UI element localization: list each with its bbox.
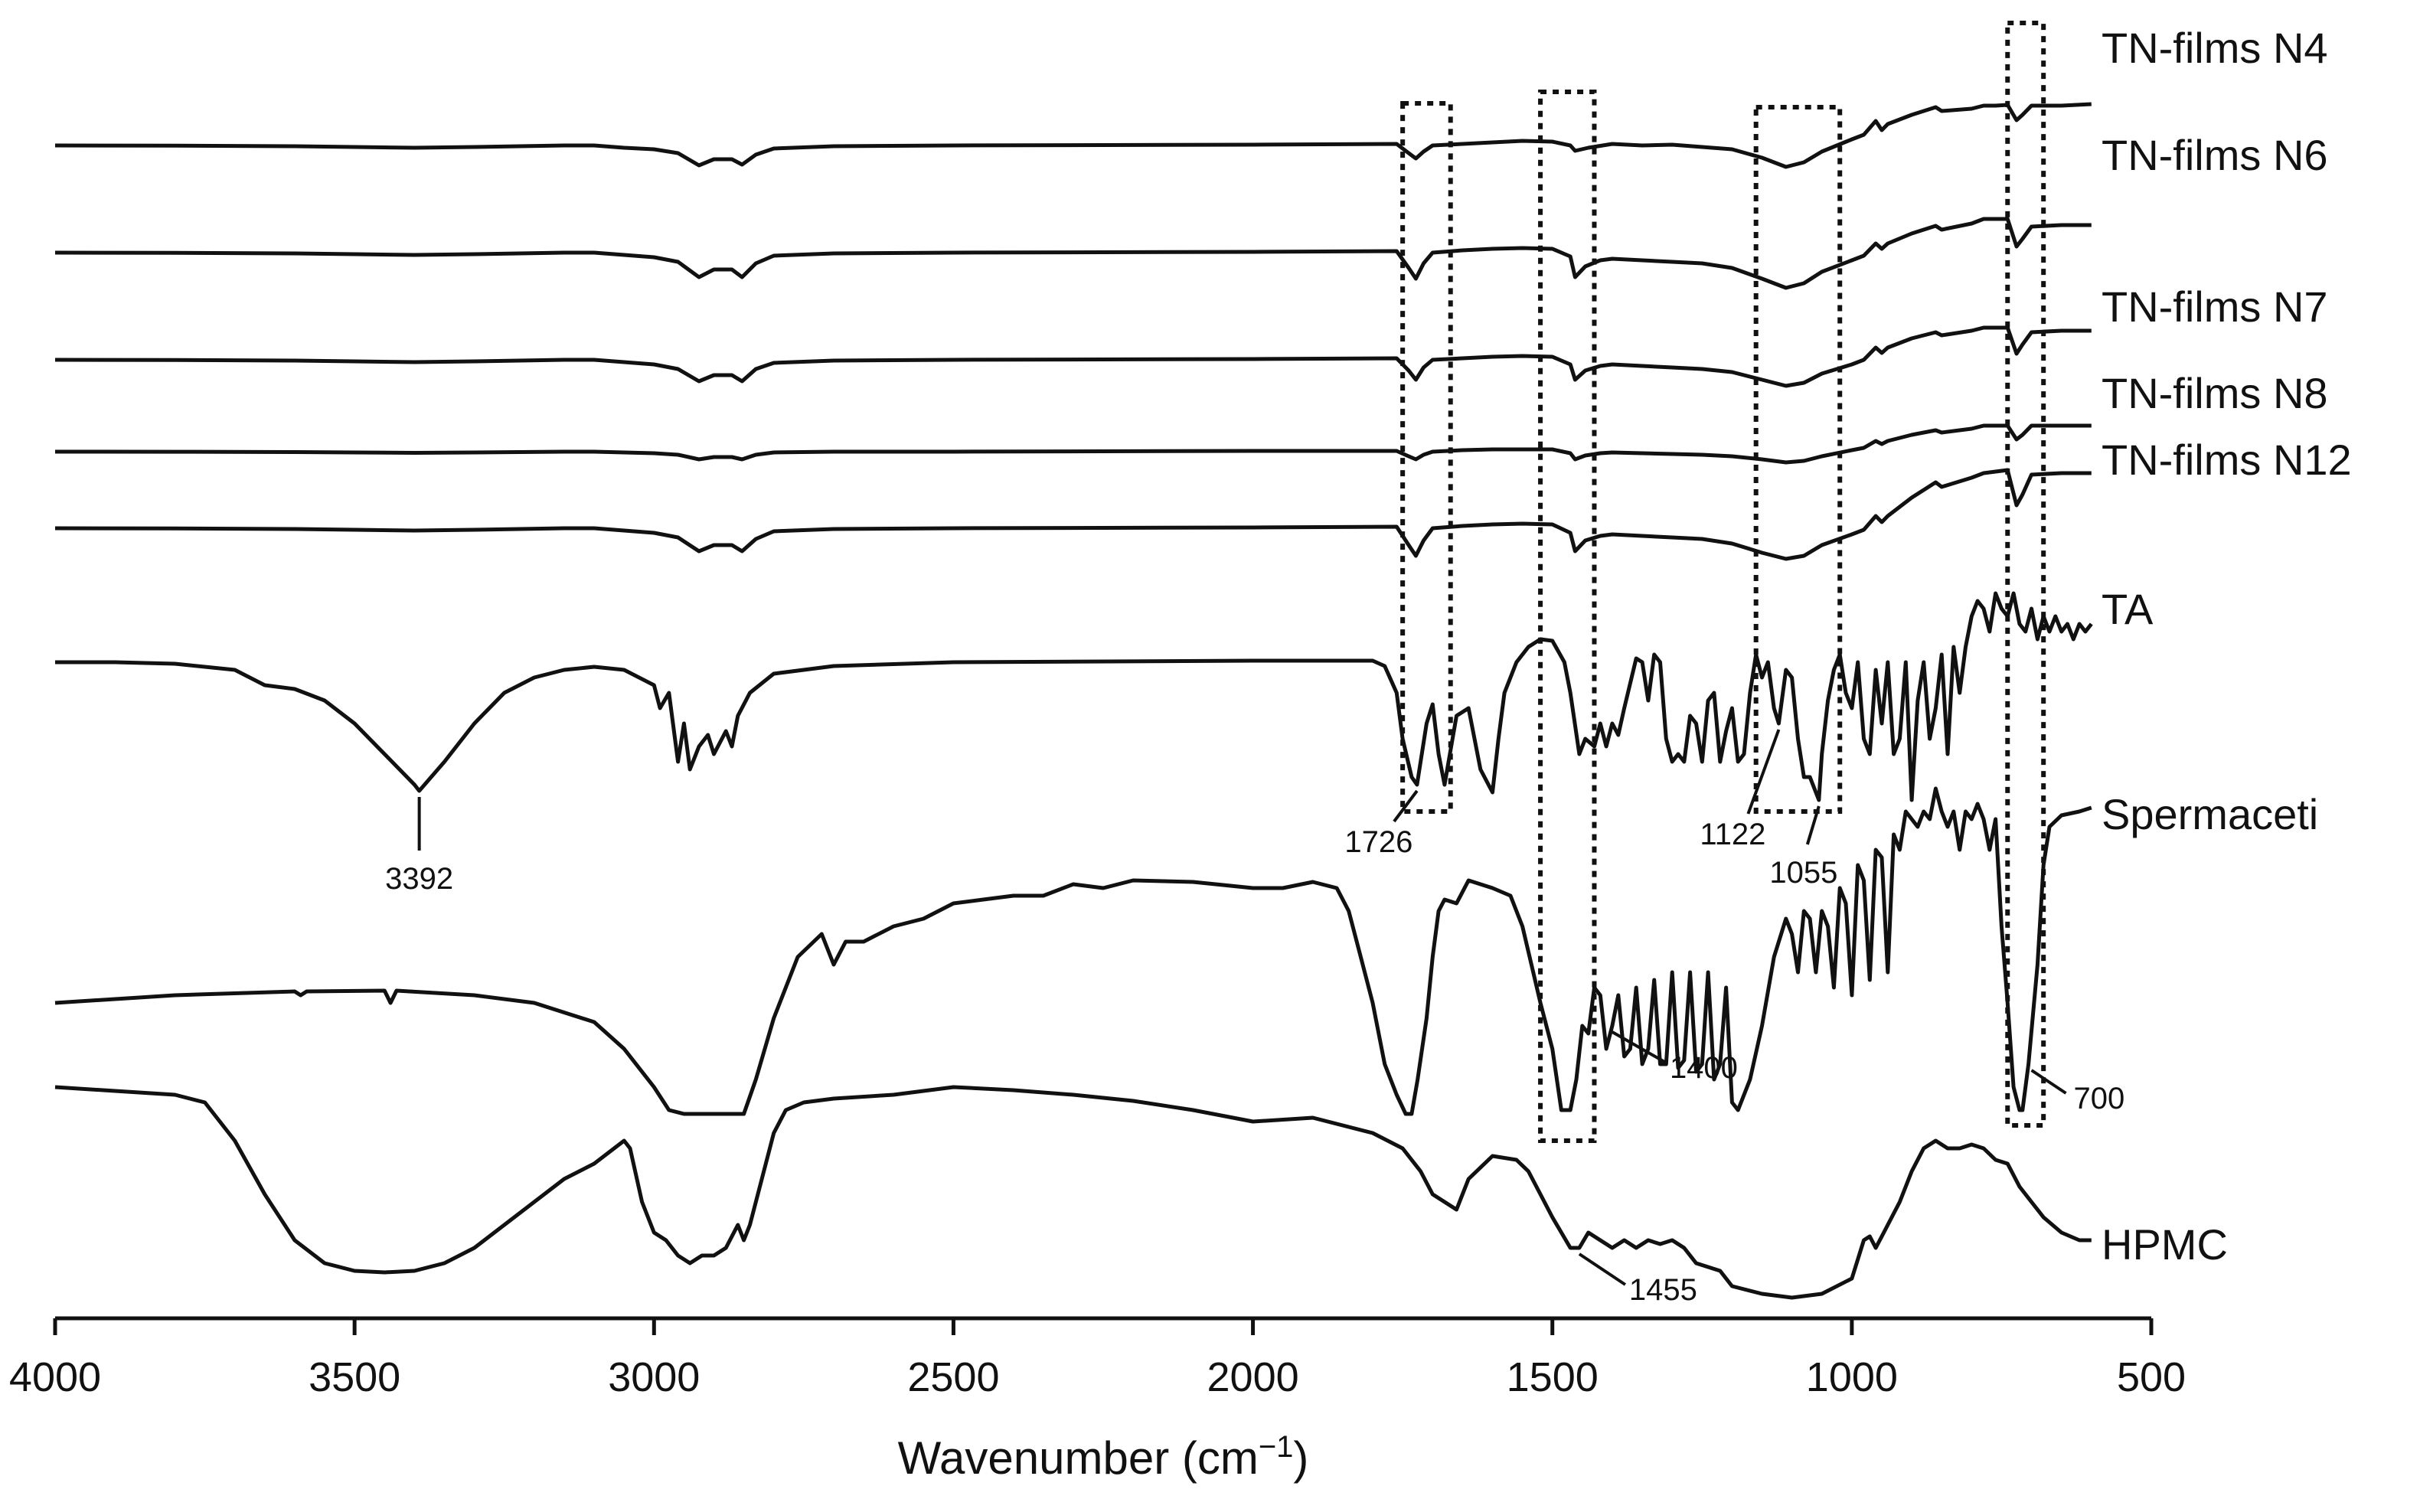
annotation-label-3392: 3392 — [385, 862, 453, 896]
annotation-leader-1455 — [1578, 1252, 1627, 1286]
x-tick-label: 500 — [2117, 1354, 2186, 1400]
series-label-tn-films-n4: TN-films N4 — [2102, 24, 2328, 72]
annotation-label-700: 700 — [2074, 1082, 2125, 1115]
highlight-box — [1538, 90, 1597, 1143]
series-label-tn-films-n12: TN-films N12 — [2102, 436, 2352, 484]
series-label-ta: TA — [2102, 585, 2154, 633]
highlight-box — [2005, 21, 2046, 1128]
series-label-tn-films-n7: TN-films N7 — [2102, 282, 2328, 331]
annotation-leader-1726 — [1393, 789, 1419, 823]
x-axis-label-main: Wavenumber (cm — [898, 1432, 1259, 1484]
trace-hpmc — [54, 1085, 2092, 1300]
annotation-leader-700 — [2030, 1069, 2067, 1095]
x-axis-label-close: ) — [1293, 1432, 1308, 1484]
series-label-tn-films-n8: TN-films N8 — [2102, 369, 2328, 417]
series-label-spermaceti: Spermaceti — [2102, 790, 2318, 838]
x-tick-label: 1500 — [1507, 1354, 1599, 1400]
highlight-box — [1753, 105, 1843, 814]
annotation-label-1455: 1455 — [1629, 1273, 1697, 1307]
spectra-traces — [54, 102, 2093, 1300]
x-tick-label: 4000 — [9, 1354, 101, 1400]
annotation-leader-1122 — [1746, 729, 1781, 815]
annotation-label-1055: 1055 — [1769, 856, 1837, 890]
x-axis-label: Wavenumber (cm−1) — [898, 1430, 1309, 1484]
x-tick-label: 2500 — [907, 1354, 999, 1400]
trace-tn-films-n6 — [54, 217, 2092, 290]
annotation-label-1400: 1400 — [1670, 1051, 1738, 1085]
trace-tn-films-n4 — [54, 102, 2092, 169]
trace-tn-films-n7 — [54, 325, 2092, 388]
x-axis: 4000 3500 3000 2500 2000 1500 1000 500 — [9, 1316, 2186, 1400]
x-tick-label: 2000 — [1207, 1354, 1299, 1400]
annotation-label-1122: 1122 — [1700, 818, 1765, 851]
x-tick-label: 1000 — [1806, 1354, 1898, 1400]
series-label-tn-films-n6: TN-films N6 — [2102, 131, 2328, 179]
trace-ta — [55, 591, 2093, 802]
trace-tn-films-n8 — [54, 423, 2092, 465]
series-labels: TN-films N4 TN-films N6 TN-films N7 TN-film… — [2102, 24, 2352, 1269]
highlight-boxes — [1400, 21, 2046, 1143]
trace-tn-films-n12 — [54, 468, 2092, 561]
trace-spermaceti — [54, 786, 2092, 1116]
annotation-leader-1055 — [1805, 805, 1821, 845]
x-tick-label: 3000 — [608, 1354, 700, 1400]
x-axis-ticks: 4000 3500 3000 2500 2000 1500 1000 500 — [9, 1318, 2186, 1400]
series-label-hpmc: HPMC — [2102, 1220, 2228, 1269]
x-axis-label-superscript: −1 — [1259, 1430, 1294, 1464]
x-tick-label: 3500 — [309, 1354, 400, 1400]
annotation-label-1726: 1726 — [1344, 825, 1412, 859]
annotation-leader-1400 — [1611, 1030, 1667, 1064]
